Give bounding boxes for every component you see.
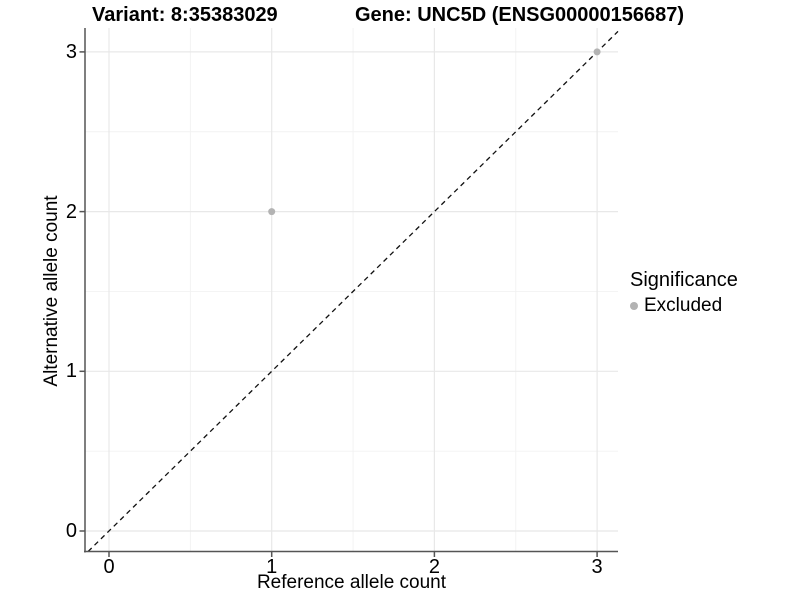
y-tick-label-1: 1 <box>65 360 77 383</box>
legend-title: Significance <box>630 269 738 291</box>
legend-item-label: Excluded <box>644 295 723 316</box>
excluded-point-icon <box>630 302 638 310</box>
x-axis-title: Reference allele count <box>256 572 447 593</box>
variant-title: Variant: 8:35383029 <box>92 4 278 26</box>
data-point-excluded <box>593 48 601 56</box>
data-point-excluded <box>268 208 276 216</box>
x-tick-label-0: 0 <box>103 556 115 578</box>
y-axis-title: Alternative allele count <box>41 195 62 387</box>
y-tick-label-0: 0 <box>65 520 77 542</box>
legend: Significance Excluded <box>630 269 738 317</box>
gene-title: Gene: UNC5D (ENSG00000156687) <box>355 4 685 26</box>
y-tick-label-2: 2 <box>65 200 77 223</box>
legend-item-excluded: Excluded <box>630 295 738 317</box>
y-tick-label-3: 3 <box>65 40 77 63</box>
x-tick-label-2: 2 <box>428 556 440 578</box>
identity-dashed-line <box>87 30 619 552</box>
x-tick-label-3: 3 <box>591 556 603 578</box>
x-tick-label-1: 1 <box>266 556 278 578</box>
